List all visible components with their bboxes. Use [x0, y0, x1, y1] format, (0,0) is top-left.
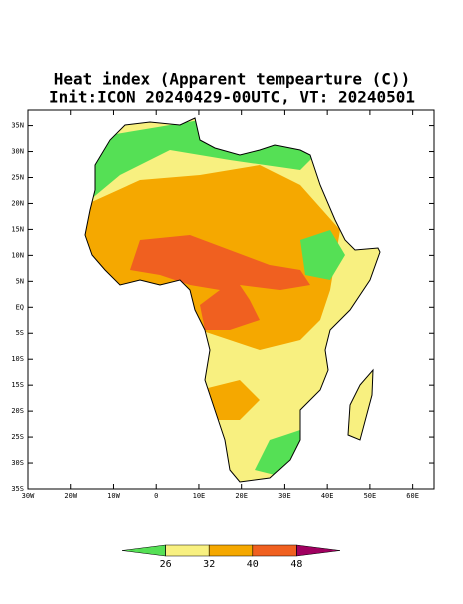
y-tick-label: 25S: [11, 433, 24, 441]
x-tick-label: 20E: [235, 492, 248, 500]
x-tick-label: 40E: [321, 492, 334, 500]
y-tick-label: 15S: [11, 381, 24, 389]
colorbar-cell: [121, 544, 166, 557]
colorbar-cell: [208, 544, 254, 557]
x-tick-label: 10W: [107, 492, 120, 500]
x-tick-label: 10E: [193, 492, 206, 500]
y-tick-label: 10N: [11, 251, 24, 259]
y-tick-label: 20S: [11, 407, 24, 415]
x-tick-label: 60E: [406, 492, 419, 500]
y-tick-label: 35N: [11, 122, 24, 130]
x-tick-label: 50E: [364, 492, 377, 500]
colorbar-cell: [165, 544, 210, 557]
colorbar-label: 26: [160, 559, 172, 570]
x-tick-label: 30W: [22, 492, 35, 500]
colorbar-cell: [296, 544, 341, 557]
heat-index-field: [85, 118, 380, 482]
x-tick-label: 20W: [64, 492, 77, 500]
y-tick-label: 30S: [11, 459, 24, 467]
colorbar-label: 40: [247, 559, 259, 570]
x-tick-label: 30E: [278, 492, 291, 500]
coastline: [84, 117, 381, 483]
map-title: Heat index (Apparent tempearture (C)): [54, 70, 410, 89]
y-tick-label: 10S: [11, 355, 24, 363]
colorbar-cell: [252, 544, 297, 557]
y-tick-label: 15N: [11, 225, 24, 233]
colorbar-label: 48: [290, 559, 302, 570]
y-tick-label: 30N: [11, 148, 24, 156]
y-tick-label: 35S: [11, 485, 24, 493]
y-tick-label: 5N: [16, 277, 24, 285]
x-tick-label: 0: [154, 492, 158, 500]
y-tick-label: 20N: [11, 199, 24, 207]
colorbar-label: 32: [203, 559, 215, 570]
y-tick-label: EQ: [16, 303, 24, 311]
map-subtitle: Init:ICON 20240429-00UTC, VT: 20240501: [49, 88, 415, 107]
map-frame: [27, 109, 435, 490]
y-tick-label: 25N: [11, 173, 24, 181]
y-tick-label: 5S: [16, 329, 24, 337]
